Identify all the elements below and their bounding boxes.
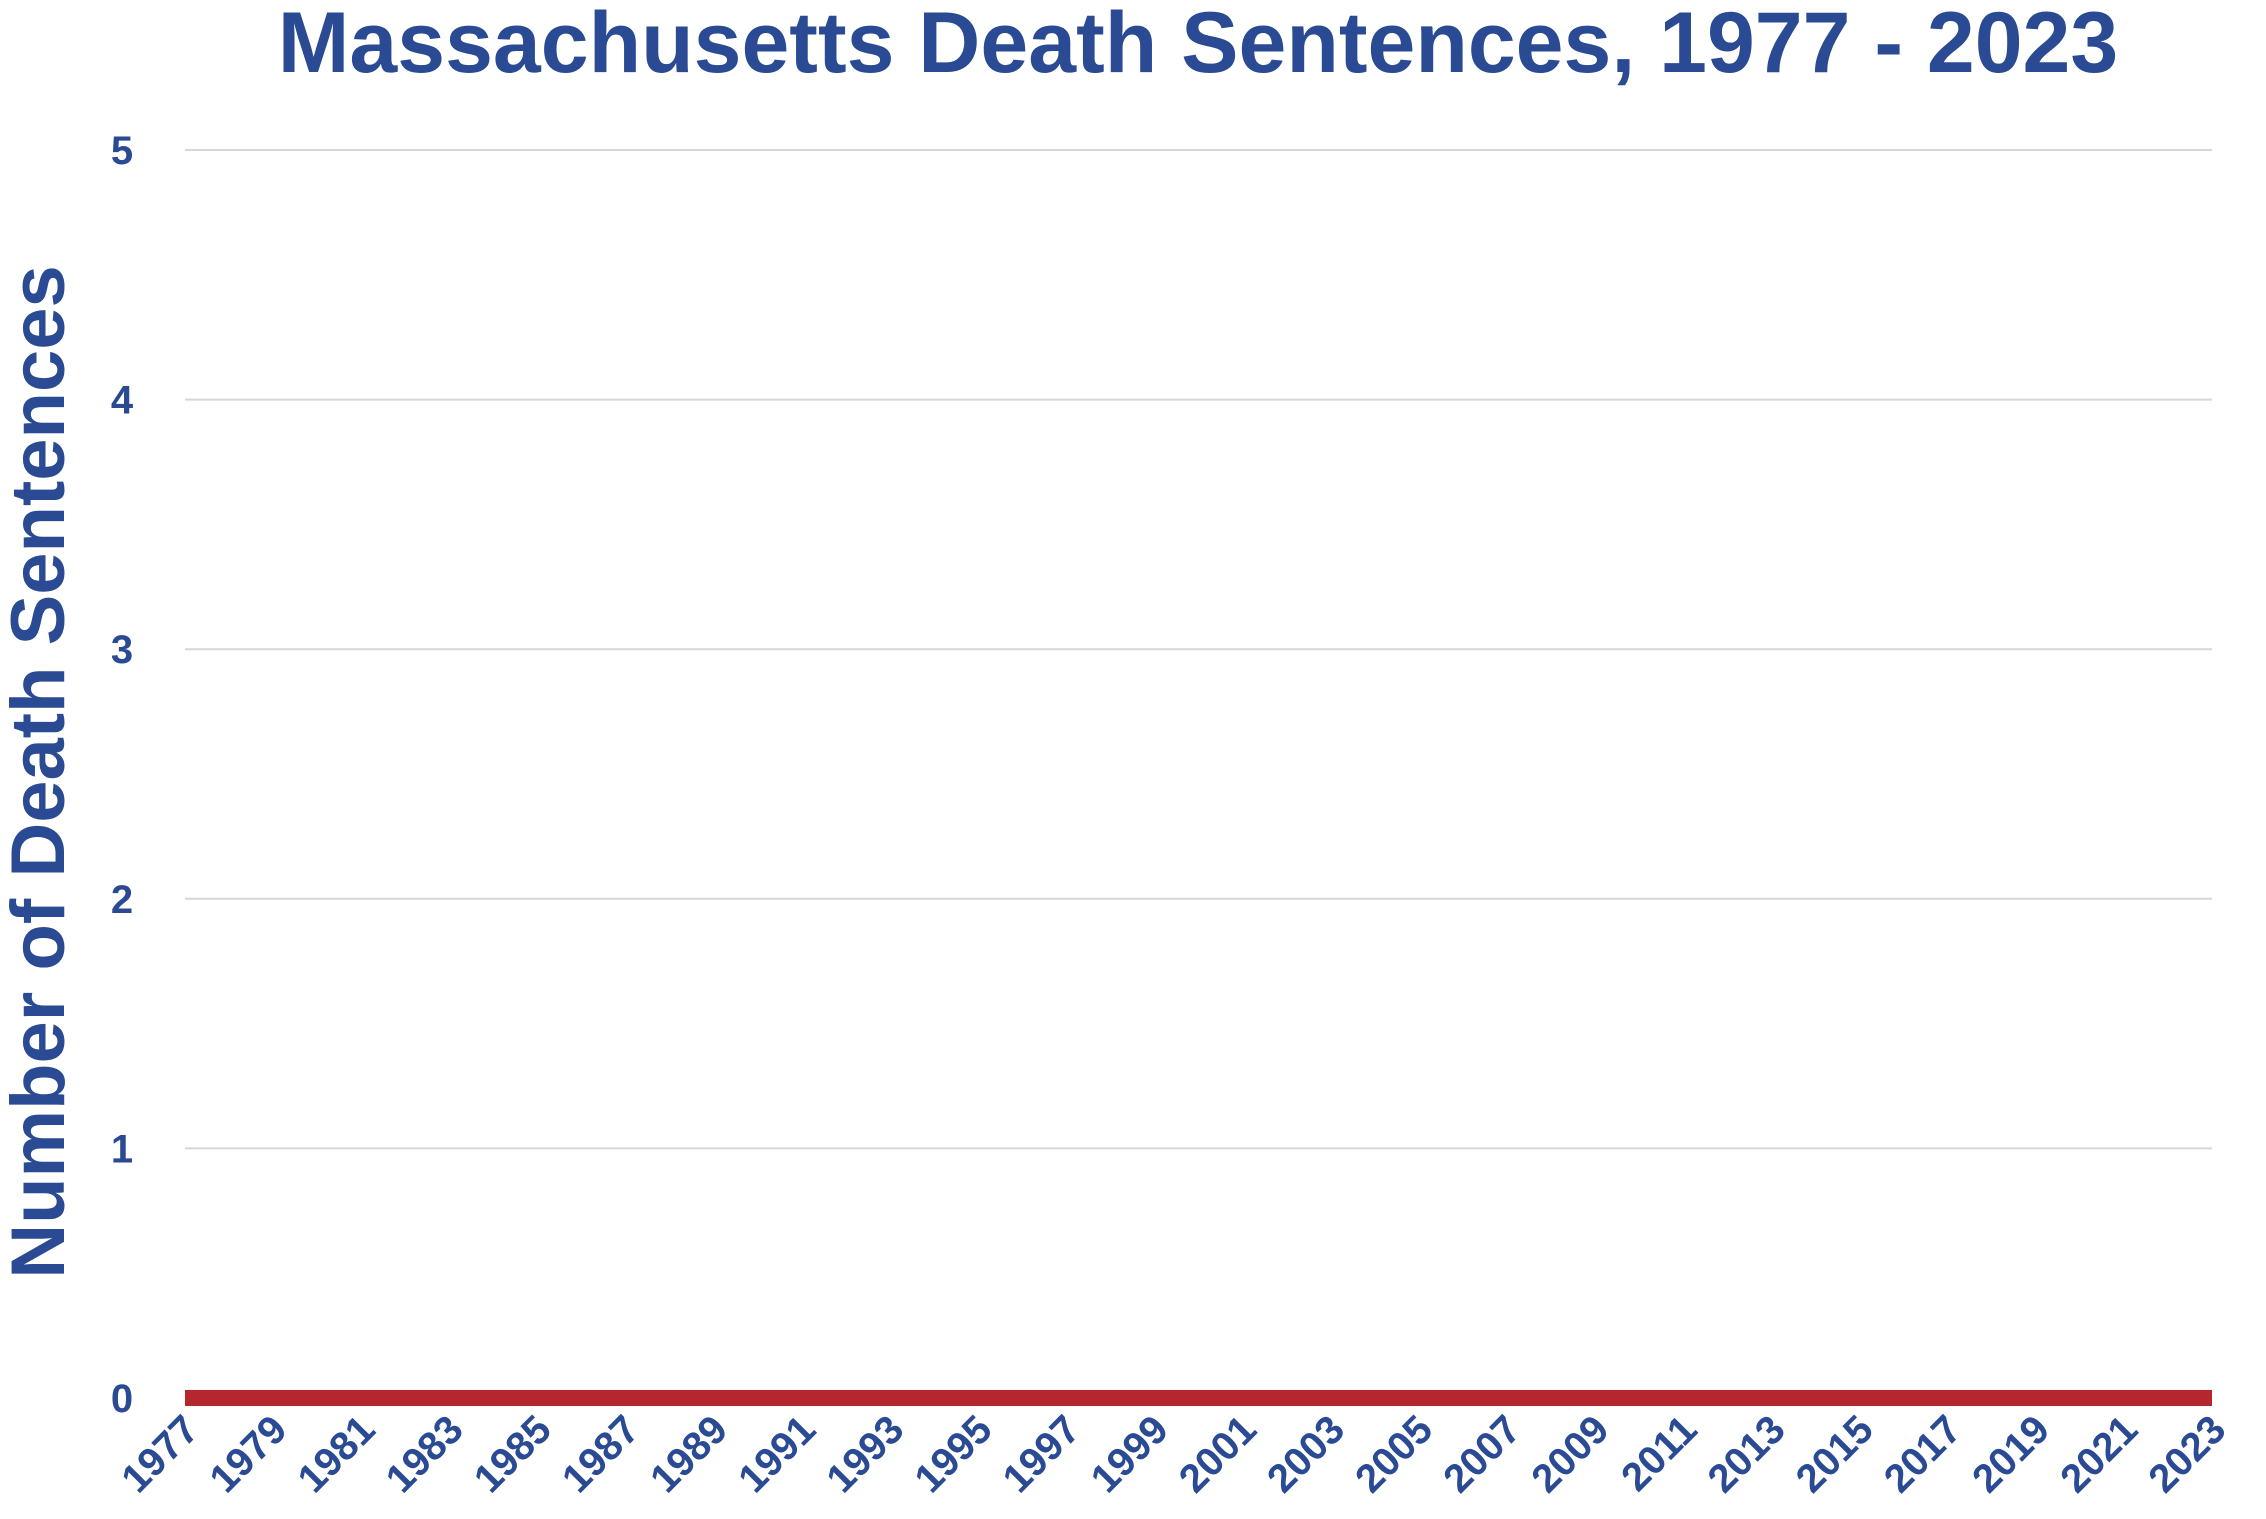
x-tick-label-1981: 1981 <box>290 1407 384 1501</box>
x-tick-label-2015: 2015 <box>1788 1407 1882 1501</box>
x-tick-label-2009: 2009 <box>1523 1407 1617 1501</box>
x-tick-label-2017: 2017 <box>1876 1407 1970 1501</box>
y-tick-label-4: 4 <box>111 379 134 423</box>
y-tick-label-2: 2 <box>111 878 133 922</box>
x-tick-label-1983: 1983 <box>378 1407 472 1501</box>
y-tick-labels: 0 1 2 3 4 5 <box>111 129 134 1421</box>
x-tick-label-1987: 1987 <box>554 1407 648 1501</box>
x-tick-label-1991: 1991 <box>730 1407 824 1501</box>
x-tick-label-2019: 2019 <box>1964 1407 2058 1501</box>
x-tick-label-1995: 1995 <box>907 1407 1001 1501</box>
x-tick-label-2007: 2007 <box>1435 1407 1529 1501</box>
x-tick-label-1999: 1999 <box>1083 1407 1177 1501</box>
x-tick-label-2021: 2021 <box>2052 1407 2146 1501</box>
y-tick-label-3: 3 <box>111 628 133 672</box>
x-tick-label-1985: 1985 <box>466 1407 560 1501</box>
x-tick-labels: 1977197919811983198519871989199119931995… <box>113 1407 2234 1501</box>
x-tick-label-1993: 1993 <box>818 1407 912 1501</box>
x-tick-label-1977: 1977 <box>113 1407 207 1501</box>
x-tick-label-2005: 2005 <box>1347 1407 1441 1501</box>
y-tick-label-1: 1 <box>111 1127 133 1171</box>
x-tick-label-1989: 1989 <box>642 1407 736 1501</box>
x-tick-label-1997: 1997 <box>995 1407 1089 1501</box>
x-tick-label-2011: 2011 <box>1613 1407 1705 1499</box>
chart-title: Massachusetts Death Sentences, 1977 - 20… <box>278 0 2118 91</box>
x-tick-label-2023: 2023 <box>2140 1407 2234 1501</box>
y-axis-label: Number of Death Sentences <box>0 265 81 1279</box>
gridlines <box>185 149 2212 1400</box>
x-tick-label-1979: 1979 <box>201 1407 295 1501</box>
x-tick-label-2001: 2001 <box>1171 1407 1265 1501</box>
x-tick-label-2003: 2003 <box>1259 1407 1353 1501</box>
x-tick-label-2013: 2013 <box>1700 1407 1794 1501</box>
y-tick-label-0: 0 <box>111 1377 133 1421</box>
y-tick-label-5: 5 <box>111 129 133 173</box>
